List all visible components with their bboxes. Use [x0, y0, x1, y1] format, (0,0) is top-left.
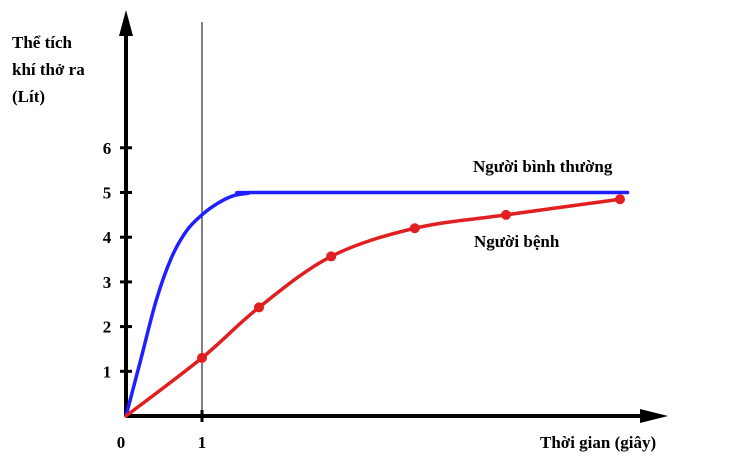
y-tick-label-6: 6: [103, 139, 112, 158]
x-tick-label-1: 1: [198, 433, 207, 452]
data-point-patient-4: [409, 223, 420, 234]
x-axis-arrow: [640, 409, 668, 423]
series-layer: [124, 190, 630, 418]
data-point-patient-6: [615, 194, 625, 205]
y-axis-label-line-1: Thể tích: [12, 33, 73, 52]
origin-label: 0: [117, 433, 126, 452]
data-point-patient-1: [197, 352, 207, 363]
data-point-patient-3: [326, 251, 337, 262]
data-point-patient-5: [501, 209, 511, 220]
y-axis-label-line-2: khí thở ra: [12, 60, 85, 79]
y-axis-arrow: [119, 10, 133, 36]
y-tick-label-3: 3: [103, 273, 112, 292]
y-tick-label-1: 1: [103, 362, 112, 381]
axes: [119, 10, 668, 423]
y-axis-label-line-3: (Lít): [12, 87, 45, 106]
series-line-normal: [124, 190, 630, 418]
data-point-patient-2: [254, 302, 264, 313]
y-tick-label-4: 4: [103, 228, 112, 247]
legend-label-normal: Người bình thường: [473, 157, 613, 176]
legend-label-patient: Người bệnh: [474, 232, 560, 251]
y-tick-label-5: 5: [103, 184, 112, 203]
y-tick-label-2: 2: [103, 318, 112, 337]
tick-labels: 1 2 3 4 5 6 1: [103, 139, 207, 452]
x-axis-label: Thời gian (giây): [540, 433, 656, 452]
